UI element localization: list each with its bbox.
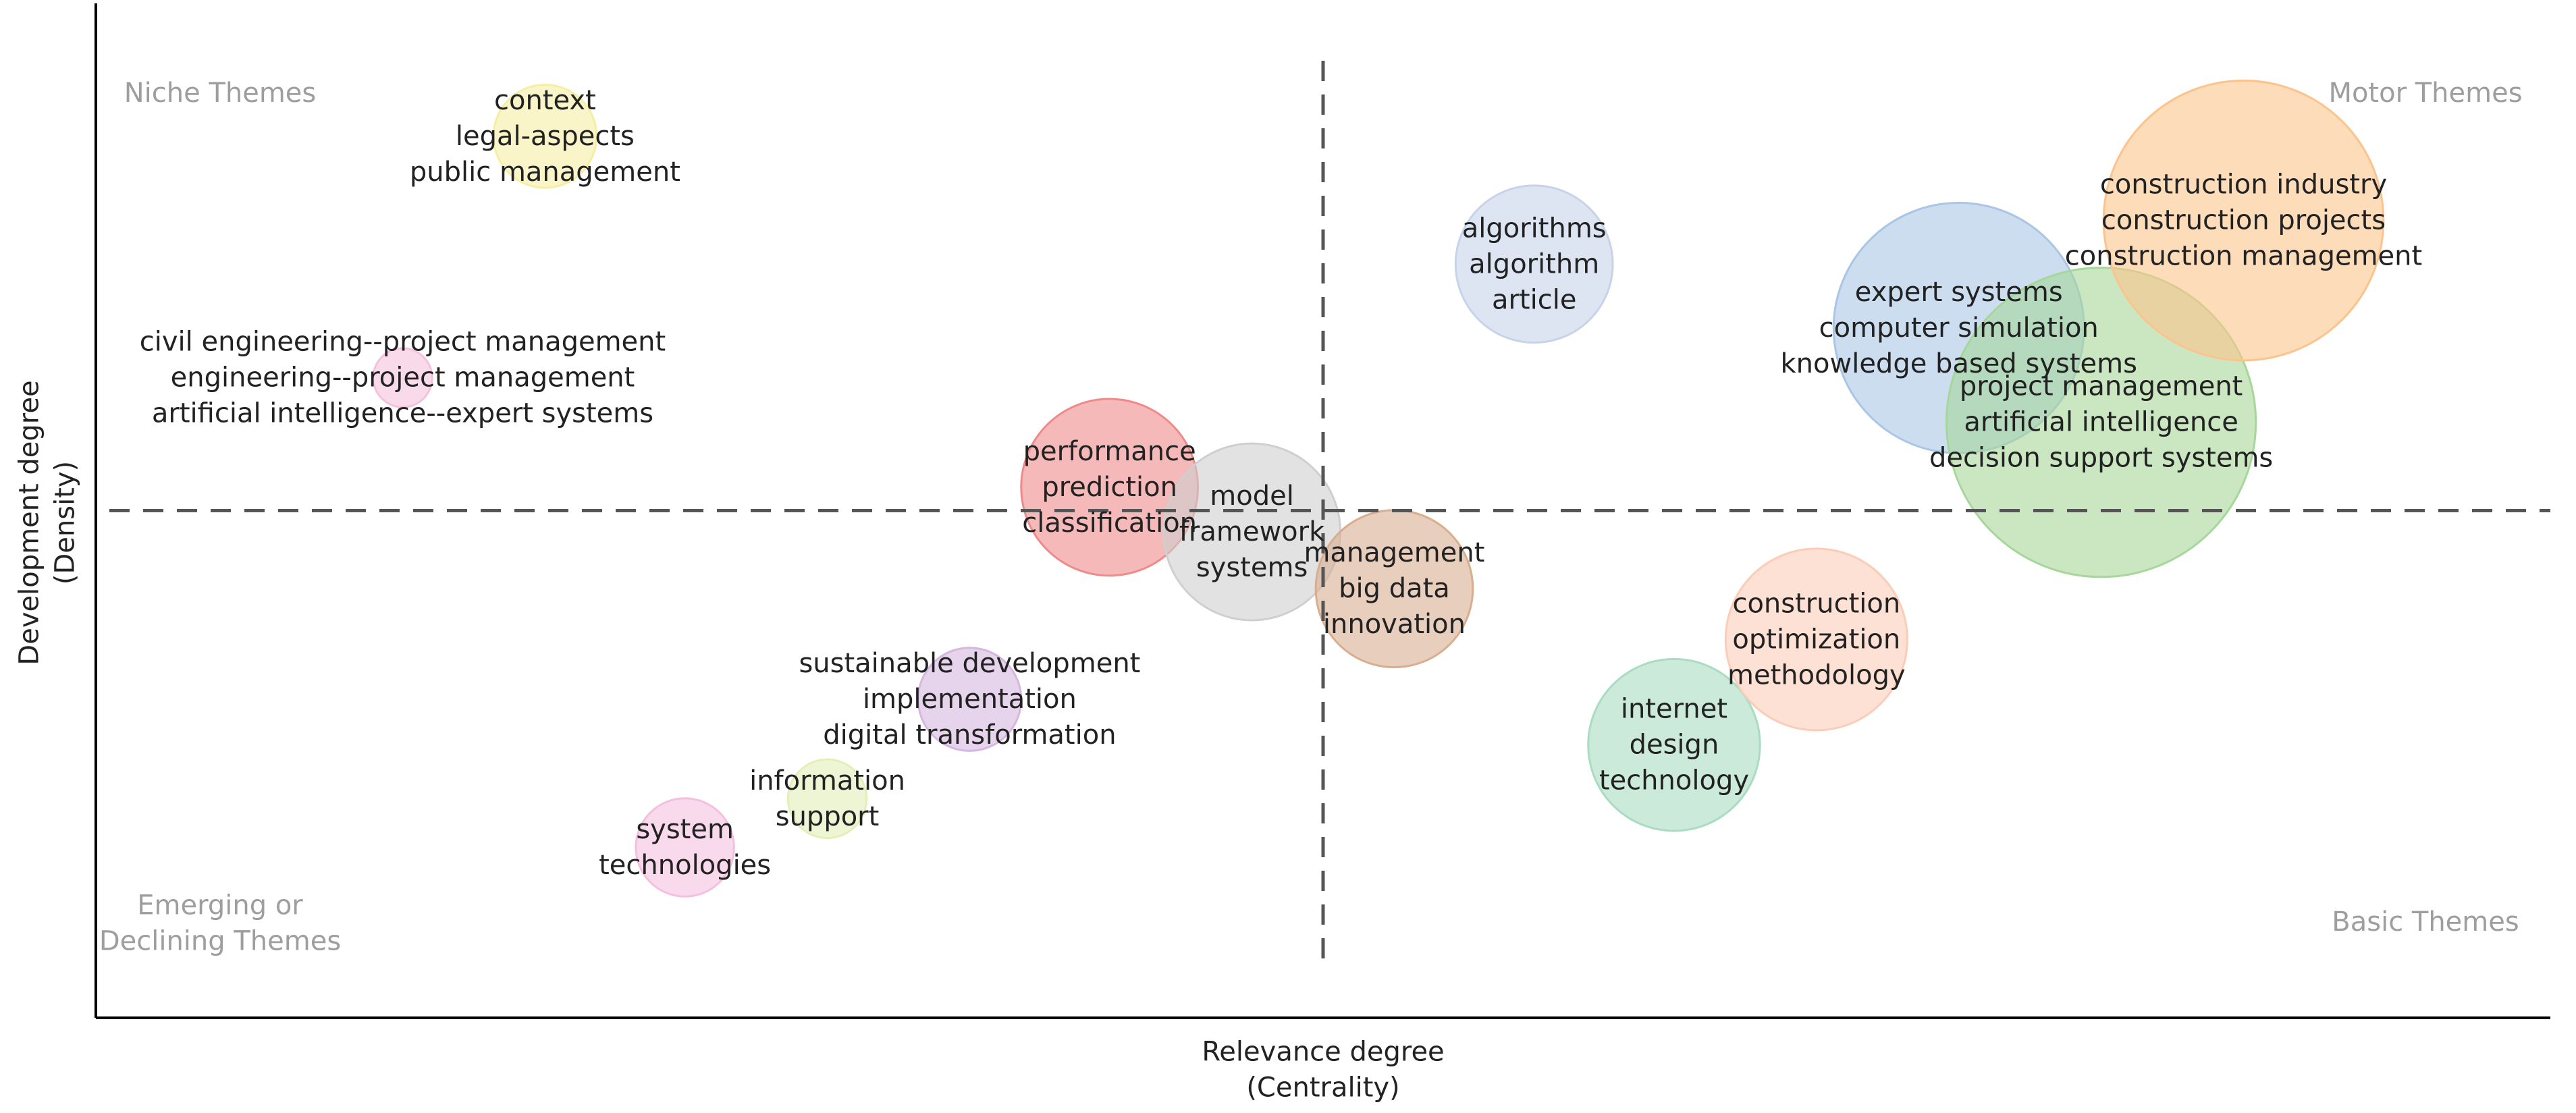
cluster-label-performance: performance prediction classification <box>1022 436 1197 539</box>
bubbles-layer <box>372 79 2385 898</box>
bubble-construction-industry <box>2102 79 2385 362</box>
quadrant-label-top-right: Motor Themes <box>2328 78 2522 109</box>
cluster-label-sustainable-development: sustainable development implementation dig… <box>799 648 1140 751</box>
cluster-label-model: model framework systems <box>1179 481 1325 583</box>
cluster-label-expert-systems: expert systems computer simulation knowled… <box>1781 277 2137 379</box>
cluster-label-context: context legal-aspects public management <box>410 85 680 188</box>
cluster-label-civil-engineering-project-management: civil engineering--project management eng… <box>140 327 666 429</box>
x-axis-title: Relevance degree (Centrality) <box>1202 1037 1444 1104</box>
bubble-sustainable-development <box>917 647 1023 752</box>
bubble-civil-engineering-project-management <box>372 347 433 408</box>
axes <box>95 3 2550 1019</box>
cluster-label-project-management: project management artificial intelligenc… <box>1929 371 2273 474</box>
quadrant-labels: Niche Themes Motor Themes Emerging or Dec… <box>99 78 2523 957</box>
cluster-labels: context legal-aspects public management civ… <box>140 85 2422 881</box>
bubble-context <box>492 84 598 189</box>
quadrant-label-top-left: Niche Themes <box>124 78 317 109</box>
cluster-label-system: system technologies <box>599 814 771 881</box>
cluster-label-internet: internet design technology <box>1599 694 1749 796</box>
cluster-label-management: management big data innovation <box>1304 537 1484 640</box>
bubble-system <box>635 797 735 898</box>
cluster-label-construction: construction optimization methodology <box>1727 588 1906 690</box>
bubble-construction <box>1724 547 1908 732</box>
quadrant-label-bottom-right: Basic Themes <box>2332 906 2519 938</box>
cluster-label-construction-industry: construction industry construction projec… <box>2065 169 2422 272</box>
bubble-information <box>786 758 868 840</box>
quadrant-label-bottom-left: Emerging or Declining Themes <box>99 890 341 957</box>
bubble-algorithms <box>1454 184 1614 344</box>
y-axis-title: Development degree (Density) <box>14 380 81 665</box>
bubble-internet <box>1587 657 1761 832</box>
cluster-label-algorithms: algorithms algorithm article <box>1462 213 1607 315</box>
quadrant-guides <box>109 61 2550 969</box>
cluster-label-information: information support <box>749 765 905 832</box>
